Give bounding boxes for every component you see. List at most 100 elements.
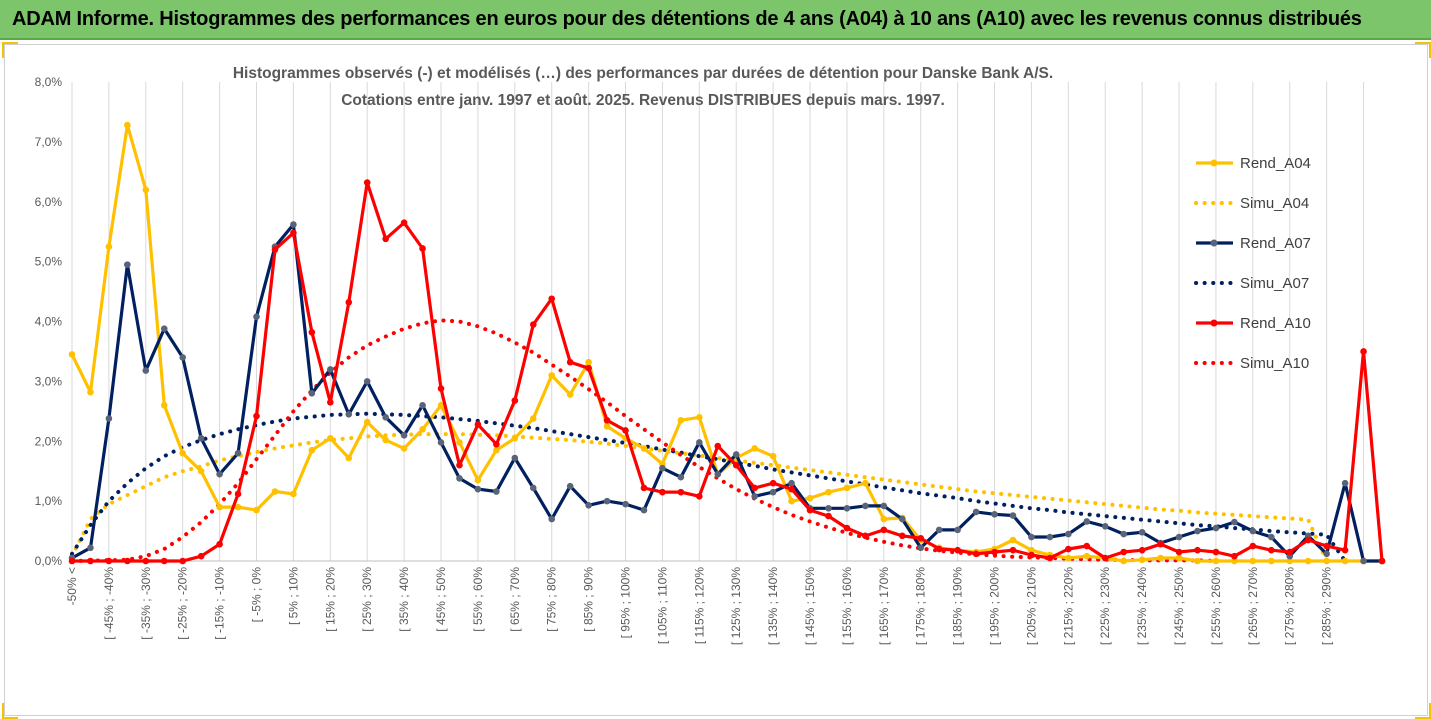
frame-corner-top-right bbox=[1415, 42, 1431, 58]
series-rend-a04-point bbox=[197, 467, 205, 475]
frame-corner-bottom-left bbox=[2, 703, 18, 719]
series-rend-a07-point bbox=[825, 505, 832, 512]
legend-label-rend-a04: Rend_A04 bbox=[1240, 155, 1311, 172]
series-rend-a07-point bbox=[493, 488, 500, 495]
series-rend-a10-point bbox=[511, 397, 519, 404]
series-rend-a07-point bbox=[1083, 518, 1091, 525]
series-rend-a07-point bbox=[640, 506, 648, 514]
y-tick-label: 8,0% bbox=[35, 75, 63, 89]
series-rend-a04-point bbox=[1304, 557, 1312, 565]
series-rend-a04-point bbox=[456, 439, 463, 446]
series-rend-a10-point bbox=[1341, 546, 1349, 554]
series-rend-a10-point bbox=[179, 557, 187, 565]
series-rend-a04-point bbox=[677, 416, 685, 424]
y-tick-label: 0,0% bbox=[35, 554, 63, 568]
series-simu-a10-line bbox=[70, 318, 1218, 563]
series-rend-a07-point bbox=[529, 484, 537, 492]
series-rend-a10-point bbox=[234, 490, 242, 498]
series-rend-a04-point bbox=[529, 415, 537, 422]
series-rend-a07-point bbox=[1231, 518, 1238, 526]
series-rend-a07-point bbox=[290, 221, 297, 228]
legend-label-simu-a04: Simu_A04 bbox=[1240, 195, 1309, 212]
series-rend-a07-point bbox=[898, 515, 906, 523]
series-rend-a10-point bbox=[197, 552, 205, 560]
series-rend-a07-point bbox=[1046, 533, 1054, 541]
series-rend-a04-point bbox=[1231, 557, 1238, 565]
x-tick-label: [ 215% ; 220% bbox=[1061, 567, 1075, 645]
series-rend-a10-point bbox=[677, 488, 685, 496]
series-rend-a07-point bbox=[327, 366, 334, 373]
series-rend-a07-point bbox=[991, 510, 998, 518]
series-rend-a04-point bbox=[160, 402, 168, 409]
series-rend-a10-point bbox=[659, 488, 666, 496]
series-rend-a04-point bbox=[400, 445, 408, 452]
series-rend-a10-point bbox=[898, 532, 906, 540]
chart-title: Histogrammes observés (-) et modélisés (… bbox=[0, 60, 1431, 114]
series-rend-a10-point bbox=[548, 295, 556, 303]
series-rend-a04-point bbox=[585, 358, 592, 366]
x-tick-label: [ 245% ; 250% bbox=[1172, 567, 1186, 645]
series-rend-a07-point bbox=[935, 526, 943, 534]
x-tick-label: [ 15% ; 20% bbox=[323, 567, 337, 632]
series-rend-a04-point bbox=[345, 454, 353, 462]
legend: Rend_A04 Simu_A04 Rend_A07 Simu_A07 Rend_A10… bbox=[1194, 155, 1311, 372]
legend-label-simu-a07: Simu_A07 bbox=[1240, 275, 1309, 292]
series-rend-a04-point bbox=[253, 506, 260, 514]
series-rend-a10-point bbox=[160, 557, 168, 565]
series-rend-a04-point bbox=[1341, 557, 1349, 565]
series-rend-a07-point bbox=[732, 451, 740, 458]
series-rend-a10-point bbox=[585, 364, 592, 372]
series-rend-a04-point bbox=[290, 490, 297, 498]
x-tick-label: [ 175% ; 180% bbox=[914, 567, 928, 645]
x-tick-label: [ -15% ; -10% bbox=[213, 567, 227, 640]
series-rend-a10-point bbox=[751, 484, 758, 492]
x-tick-label: [ 275% ; 280% bbox=[1283, 567, 1297, 645]
x-tick-label: [ 265% ; 270% bbox=[1246, 567, 1260, 645]
series-rend-a07-point bbox=[843, 505, 851, 512]
series-rend-a04-point bbox=[825, 488, 832, 496]
x-tick-label: [ 105% ; 110% bbox=[655, 567, 669, 644]
frame-corner-bottom-right bbox=[1415, 703, 1431, 719]
series-rend-a10-point bbox=[1194, 546, 1201, 554]
series-rend-a10-point bbox=[1378, 557, 1386, 565]
series-layer bbox=[68, 121, 1386, 565]
series-rend-a04-point bbox=[124, 121, 131, 129]
series-rend-a10-point bbox=[308, 328, 316, 336]
series-rend-a10-point bbox=[806, 506, 814, 514]
series-rend-a10-point bbox=[843, 524, 851, 532]
series-rend-a04-point bbox=[437, 402, 445, 409]
series-rend-a10-point bbox=[68, 557, 76, 565]
series-rend-a07-point bbox=[1323, 550, 1330, 558]
series-rend-a07-point bbox=[972, 508, 980, 516]
series-rend-a07-point bbox=[142, 367, 150, 374]
chart-title-line-1: Histogrammes observés (-) et modélisés (… bbox=[232, 65, 1054, 82]
series-rend-a04-point bbox=[179, 449, 187, 457]
series-rend-a07-point bbox=[105, 415, 113, 422]
series-rend-a07-point bbox=[1360, 557, 1367, 565]
y-tick-label: 3,0% bbox=[35, 374, 63, 388]
x-tick-label: [ -5% ; 0% bbox=[250, 567, 264, 623]
series-rend-a10-point bbox=[253, 412, 260, 420]
series-simu-a04-line bbox=[70, 432, 1329, 563]
series-rend-a10-point bbox=[972, 550, 980, 558]
series-rend-a07-point bbox=[308, 390, 316, 397]
series-rend-a07-point bbox=[917, 544, 925, 552]
grid-lines bbox=[71, 82, 1365, 561]
x-tick-label: [ 35% ; 40% bbox=[397, 567, 411, 632]
series-rend-a04-point bbox=[1028, 546, 1035, 554]
frame-corner-top-left bbox=[2, 42, 18, 58]
series-rend-a07-point bbox=[788, 479, 795, 487]
legend-marker-rend-a07 bbox=[1210, 239, 1218, 247]
series-rend-a10-point bbox=[216, 540, 223, 548]
series-rend-a07-point bbox=[1249, 527, 1257, 535]
x-tick-label: [ 195% ; 200% bbox=[988, 567, 1002, 645]
x-tick-label: [ 95% ; 100% bbox=[619, 567, 633, 639]
series-rend-a04-point bbox=[1249, 557, 1257, 565]
series-rend-a04-point bbox=[87, 388, 94, 396]
series-rend-a04-point bbox=[1009, 536, 1017, 544]
series-rend-a10-point bbox=[1101, 554, 1109, 562]
series-rend-a04-point bbox=[566, 391, 574, 398]
x-tick-label: [ 255% ; 260% bbox=[1209, 567, 1223, 645]
series-rend-a10-point bbox=[327, 399, 334, 406]
series-rend-a07-point bbox=[160, 325, 168, 332]
